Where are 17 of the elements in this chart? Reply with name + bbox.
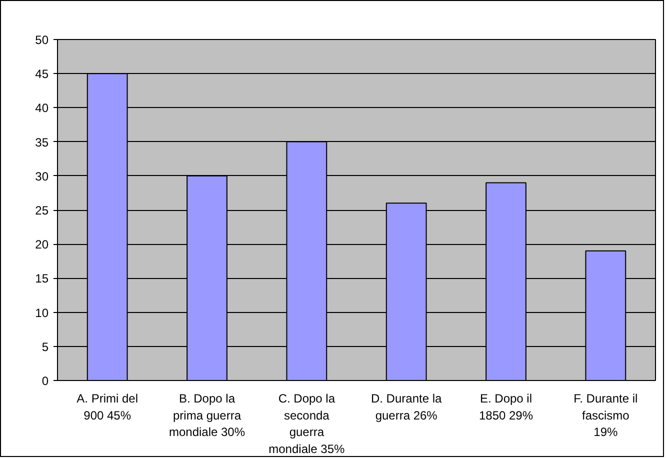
x-tick-label: C. Dopo la seconda guerra mondiale 35% xyxy=(268,392,346,456)
y-tick-label: 35 xyxy=(35,135,49,150)
y-tick-label: 40 xyxy=(35,101,49,116)
x-tick-label: F. Durante il fascismo 19% xyxy=(574,392,638,440)
y-tick-label: 10 xyxy=(35,306,49,320)
y-tick-label: 15 xyxy=(35,272,49,286)
y-tick-label: 45 xyxy=(35,67,49,82)
y-tick-label: 30 xyxy=(35,169,49,184)
y-tick-label: 0 xyxy=(42,374,49,388)
x-tick-label: A. Primi del 900 45% xyxy=(76,392,138,422)
y-tick-label: 25 xyxy=(35,204,49,218)
x-tick-label: D. Durante la guerra 26% xyxy=(370,392,442,422)
y-tick-label: 5 xyxy=(42,340,49,354)
x-tick-label: B. Dopo la prima guerra mondiale 30% xyxy=(168,392,246,440)
y-tick-label: 20 xyxy=(35,238,49,252)
y-tick-label: 50 xyxy=(35,33,49,47)
x-tick-label: E. Dopo il 1850 29% xyxy=(478,392,534,422)
